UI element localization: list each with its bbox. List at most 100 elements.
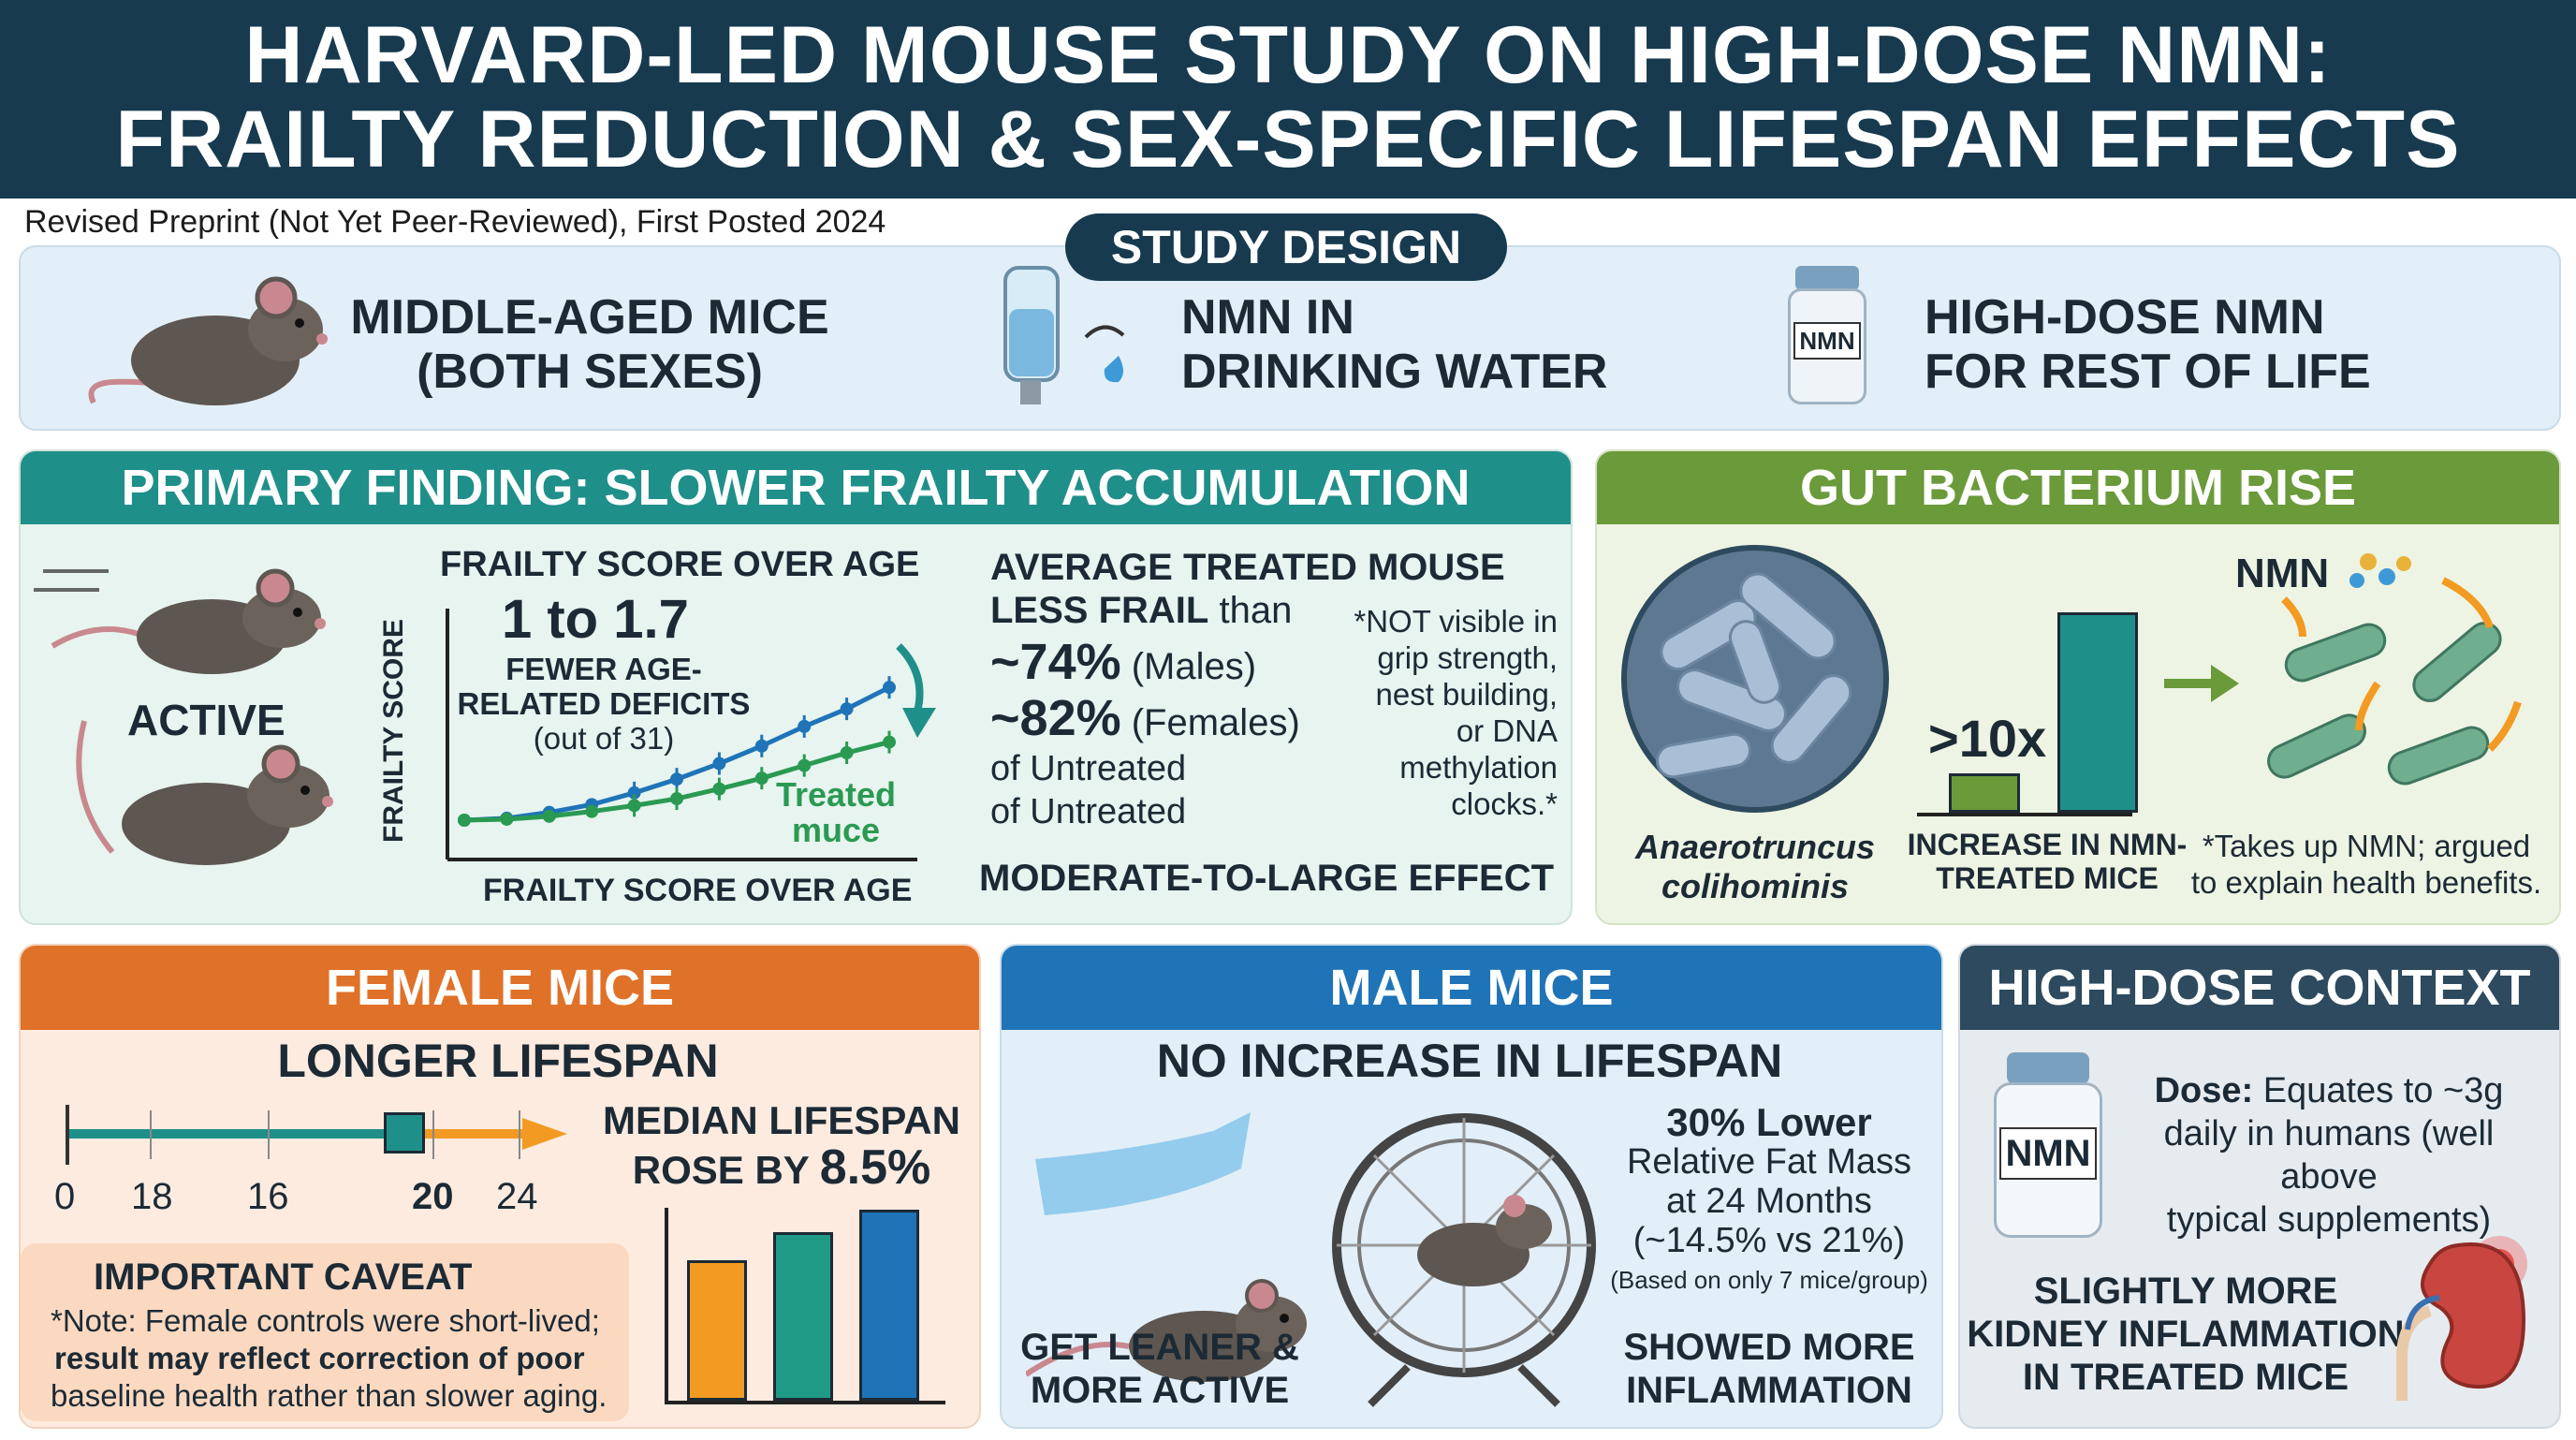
bacteria-micrograph-icon [1621, 545, 1889, 813]
female-label: (Females) [1120, 702, 1300, 743]
fat-line3: (~14.5% vs 21%) [1632, 1221, 1906, 1260]
chart-point [542, 809, 556, 823]
exercise-wheel-icon [1332, 1113, 1596, 1407]
caveat-box [21, 1243, 629, 1421]
female-bar [859, 1210, 919, 1401]
timeline-label: 0 [54, 1176, 76, 1217]
chart-point [627, 786, 641, 800]
speeding-mouse-icon [1026, 1112, 1307, 1382]
male-percent: ~74% [990, 634, 1121, 690]
kidney-line2: KIDNEY INFLAMMATION [1967, 1314, 2405, 1355]
preprint-note: Revised Preprint (Not Yet Peer-Reviewed)… [24, 204, 886, 240]
supplement-bottle-icon: NMN [1994, 1052, 2102, 1240]
water-bottle-icon [1003, 266, 1125, 404]
lifespan-extension-track [386, 1129, 526, 1139]
note-line: methylation [1399, 750, 1558, 785]
male-subtitle: NO INCREASE IN LIFESPAN [1156, 1035, 1783, 1087]
primary-finding-panel: PRIMARY FINDING: SLOWER FRAILTY ACCUMULA… [19, 449, 1573, 925]
chart-title: FRAILTY SCORE OVER AGE [440, 545, 920, 584]
timeline-tick [519, 1110, 520, 1159]
nmn-label: NMN [2235, 551, 2330, 596]
chart-point [670, 792, 683, 806]
avg-than: than [1208, 590, 1293, 631]
timeline-tick [150, 1110, 152, 1159]
right-arrow-icon [2164, 665, 2239, 702]
caveat-title: IMPORTANT CAVEAT [94, 1256, 473, 1298]
dose-line1: Equates to ~3g [2253, 1071, 2504, 1110]
fat-line2: at 24 Months [1666, 1182, 1872, 1221]
gut-bacterium-title: GUT BACTERIUM RISE [1597, 451, 2559, 524]
active-label: ACTIVE [127, 696, 285, 744]
design-item-3-line1: HIGH-DOSE NMN [1925, 290, 2325, 345]
timeline-label: 16 [247, 1176, 289, 1217]
frailty-chart [446, 609, 917, 861]
deficits-line1: FEWER AGE- [505, 652, 702, 686]
fat-note: (Based on only 7 mice/group) [1610, 1266, 1928, 1294]
lifespan-marker [384, 1112, 425, 1153]
treated-label-line2: muce [791, 811, 881, 849]
kidney-line1: SLIGHTLY MORE [2033, 1271, 2338, 1312]
note-line: clocks.* [1451, 786, 1558, 821]
timeline-label: 24 [496, 1176, 538, 1217]
chart-point [458, 814, 471, 827]
chart-y-label: FRAILTY SCORE [378, 619, 409, 843]
untreated-line1: of Untreated [990, 749, 1187, 788]
timeline-arrow-icon [522, 1118, 567, 1150]
female-percent: ~82% [990, 690, 1121, 746]
inflammation-line2: INFLAMMATION [1626, 1370, 1912, 1411]
bar-label-line1: INCREASE IN NMN- [1907, 828, 2188, 861]
mouse-icon [88, 276, 328, 405]
title-banner: HARVARD-LED MOUSE STUDY ON HIGH-DOSE NMN… [0, 0, 2576, 198]
note-line: nest building, [1375, 677, 1558, 712]
frailty-note: *NOT visible in grip strength, nest buil… [1329, 603, 1558, 822]
timeline-label: 18 [131, 1176, 173, 1217]
design-item-1-line1: MIDDLE-AGED MICE [350, 290, 829, 345]
caveat-line1: *Note: Female controls were short-lived; [51, 1303, 600, 1338]
avg-less-frail: LESS FRAIL [990, 590, 1209, 631]
note-line: *NOT visible in [1354, 604, 1558, 639]
median-value: 8.5% [819, 1140, 931, 1195]
gut-note-line1: *Takes up NMN; argued [2202, 829, 2531, 863]
treated-label-line1: Treated [775, 775, 897, 814]
chart-x-label: FRAILTY SCORE OVER AGE [483, 873, 913, 908]
chart-point [500, 812, 514, 826]
design-item-2-line2: DRINKING WATER [1181, 345, 1608, 399]
design-item-2-line1: NMN IN [1181, 290, 1354, 345]
dose-label: Dose: [2154, 1071, 2254, 1110]
female-subtitle: LONGER LIFESPAN [277, 1035, 719, 1087]
chart-point [712, 782, 726, 796]
study-design-label: STUDY DESIGN [1065, 213, 1507, 281]
deficits-line3: (out of 31) [533, 721, 675, 756]
bar-label-line2: TREATED MICE [1936, 861, 2159, 895]
timeline-tick [432, 1110, 434, 1159]
dose-line3: typical supplements) [2166, 1200, 2492, 1240]
kidney-icon [2396, 1236, 2527, 1401]
supplement-bottle-label: NMN [1999, 1127, 2097, 1180]
effect-label: MODERATE-TO-LARGE EFFECT [979, 858, 1555, 899]
down-arrow-icon [896, 643, 936, 738]
running-mouse-icon [34, 568, 326, 674]
title-line-2: FRAILTY REDUCTION & SEX-SPECIFIC LIFESPA… [115, 95, 2461, 184]
fat-line1: Relative Fat Mass [1626, 1142, 1912, 1182]
chart-point [883, 735, 896, 749]
chart-point [585, 804, 599, 818]
note-line: grip strength, [1377, 640, 1558, 675]
fat-title: 30% Lower [1666, 1100, 1872, 1144]
dose-line2: daily in humans (well above [2163, 1114, 2495, 1197]
female-bars-y-axis [665, 1208, 668, 1403]
chart-point [798, 758, 812, 772]
chart-point [627, 799, 641, 813]
bar-baseline [1917, 813, 2132, 816]
fold-increase: >10x [1928, 709, 2047, 768]
bacteria-uptake-icon [2267, 553, 2522, 786]
median-line1: MEDIAN LIFESPAN [603, 1098, 960, 1142]
timeline-tick [66, 1105, 69, 1165]
timeline-tick [268, 1110, 270, 1159]
chart-point [840, 746, 854, 760]
design-item-3-line2: FOR REST OF LIFE [1925, 345, 2371, 399]
chart-point [883, 681, 896, 695]
female-bar [687, 1260, 747, 1401]
chart-point [798, 719, 812, 733]
caveat-line3: baseline health rather than slower aging… [51, 1378, 607, 1413]
chart-point [670, 772, 683, 786]
